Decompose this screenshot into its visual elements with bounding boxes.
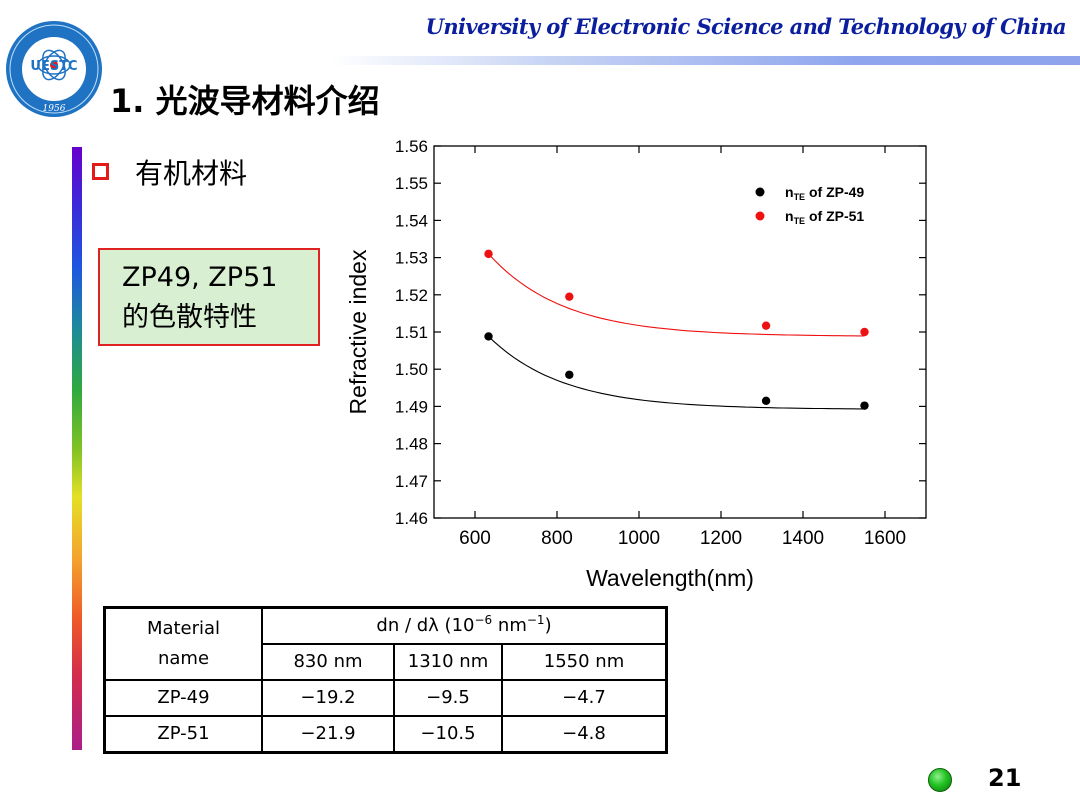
table-cell: −4.8 (501, 715, 668, 754)
table-cell: −4.7 (501, 679, 668, 717)
bullet-item: 有机材料 (92, 152, 247, 192)
table-wavelength-cell: 830 nm (261, 643, 395, 681)
legend-marker (755, 211, 765, 221)
x-tick-label: 1400 (782, 528, 824, 549)
plot-border (433, 145, 927, 519)
table-cell: −9.5 (393, 679, 503, 717)
fit-line (488, 336, 865, 410)
table-header-material: Material name (103, 606, 263, 681)
table-cell-material: ZP-49 (103, 679, 263, 717)
y-tick-label: 1.48 (395, 435, 428, 454)
y-axis-label: Refractive index (345, 249, 371, 414)
y-tick-label: 1.53 (395, 249, 428, 268)
y-tick-label: 1.56 (395, 137, 428, 156)
table-row: ZP-51 −21.9 −10.5 −4.8 (103, 715, 668, 754)
fit-curves (488, 253, 865, 410)
data-point (484, 249, 493, 259)
callout-box: ZP49, ZP51 的色散特性 (98, 248, 320, 346)
data-points (484, 249, 869, 410)
y-tick-label: 1.51 (395, 323, 428, 342)
table-wavelength-cell: 1310 nm (393, 643, 503, 681)
logo-year: 1956 (43, 104, 66, 114)
navigation-dot-icon[interactable] (928, 768, 952, 792)
y-tick-label: 1.47 (395, 472, 428, 491)
rainbow-side-bar (72, 147, 82, 750)
header-material-text: Material (146, 618, 221, 639)
y-axis: 1.46 1.47 1.48 1.49 1.50 1.51 1.52 1.53 1.54 1.55… (395, 137, 926, 528)
table-wavelength-cell: 1550 nm (501, 643, 668, 681)
x-tick-label: 600 (459, 528, 491, 549)
header-accent-bar (330, 56, 1080, 65)
plot-frame (433, 145, 927, 519)
header-close-paren: ) (544, 614, 552, 636)
header-nm-text: nm (492, 614, 527, 636)
legend-marker (755, 187, 765, 197)
y-tick-label: 1.49 (395, 397, 428, 416)
data-point (860, 327, 869, 337)
table-header-row: Material name dn / dλ (10−6 nm−1) (103, 606, 668, 681)
header-exponent-1: −6 (474, 612, 493, 627)
table-cell: −10.5 (393, 715, 503, 754)
header-name-text: name (157, 648, 210, 669)
y-tick-label: 1.52 (395, 286, 428, 305)
table-cell: −21.9 (261, 715, 395, 754)
header-exponent-2: −1 (526, 612, 545, 627)
table-cell: −19.2 (261, 679, 395, 717)
header-dn-text: dn / dλ (10 (376, 614, 475, 636)
y-tick-label: 1.50 (395, 360, 428, 379)
x-axis-label: Wavelength(nm) (586, 565, 754, 591)
legend-label: nTE of ZP-49 (785, 184, 864, 202)
y-tick-label: 1.54 (395, 211, 428, 230)
table-wavelength-row: 830 nm 1310 nm 1550 nm (105, 643, 668, 681)
x-tick-label: 1600 (864, 528, 906, 549)
x-axis: 600 800 1000 1200 1400 1600 (459, 146, 906, 549)
table-cell-material: ZP-51 (103, 715, 263, 754)
university-name: University of Electronic Science and Tec… (425, 14, 1067, 39)
page-number: 21 (988, 764, 1022, 792)
data-point (484, 332, 493, 341)
x-tick-label: 1000 (618, 528, 660, 549)
chart-legend: nTE of ZP-49 nTE of ZP-51 (755, 184, 864, 226)
dispersion-table: Material name dn / dλ (10−6 nm−1) 830 nm … (103, 606, 668, 754)
callout-line-1: ZP49, ZP51 (122, 262, 278, 293)
legend-label: nTE of ZP-51 (785, 208, 864, 226)
data-point (565, 370, 574, 379)
uestc-logo: UESTC 1956 (6, 21, 102, 117)
y-tick-label: 1.55 (395, 174, 428, 193)
data-point (761, 396, 771, 406)
x-tick-label: 1200 (700, 528, 742, 549)
data-point (860, 401, 869, 410)
x-tick-label: 800 (541, 528, 573, 549)
table-row: ZP-49 −19.2 −9.5 −4.7 (103, 679, 668, 717)
bullet-text: 有机材料 (135, 157, 248, 190)
slide-title: 1. 光波导材料介绍 (110, 82, 380, 120)
fit-line (488, 253, 865, 337)
table-header-dn: dn / dλ (10−6 nm−1) (261, 606, 668, 645)
y-tick-label: 1.46 (395, 509, 428, 528)
logo-text: UESTC (30, 59, 77, 74)
data-point (565, 292, 574, 301)
data-point (761, 321, 771, 330)
checkbox-bullet-icon (92, 163, 109, 180)
refractive-index-chart: 1.46 1.47 1.48 1.49 1.50 1.51 1.52 1.53 1.54 1.55… (345, 137, 927, 591)
callout-line-2: 的色散特性 (122, 302, 257, 333)
